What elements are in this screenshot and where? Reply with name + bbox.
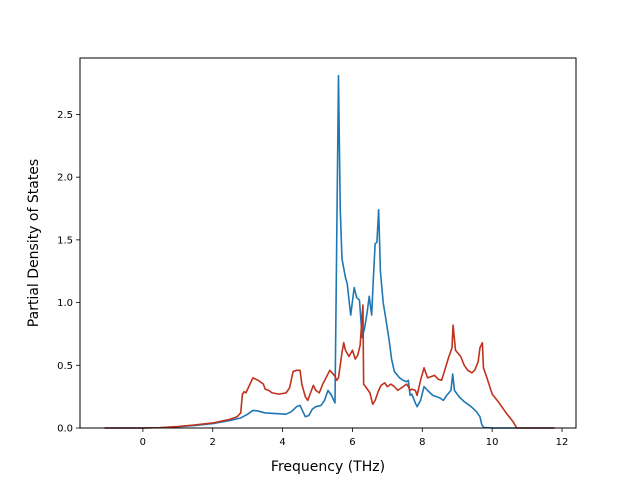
x-tick-label: 12 <box>556 437 569 448</box>
y-tick-label: 2.0 <box>57 173 73 184</box>
x-tick-label: 4 <box>279 437 285 448</box>
y-tick-label: 1.5 <box>57 235 73 246</box>
plot-frame <box>79 57 577 429</box>
y-tick-label: 0.5 <box>57 361 73 372</box>
x-tick-label: 0 <box>140 437 146 448</box>
x-tick-label: 2 <box>210 437 216 448</box>
y-axis-label: Partial Density of States <box>26 159 42 327</box>
y-tick-label: 0.0 <box>57 424 73 435</box>
x-axis-label: Frequency (THz) <box>271 459 385 475</box>
y-axis-ticks: 0.0 0.5 1.0 1.5 2.0 2.5 <box>57 110 80 435</box>
x-tick-label: 6 <box>349 437 355 448</box>
series-line-2 <box>104 304 556 429</box>
plot-lines <box>104 74 556 429</box>
y-tick-label: 2.5 <box>57 110 73 121</box>
x-axis-ticks: 0 2 4 6 8 10 12 <box>140 428 569 448</box>
series-line-1 <box>104 74 554 429</box>
y-tick-label: 1.0 <box>57 298 73 309</box>
x-tick-label: 10 <box>486 437 499 448</box>
x-tick-label: 8 <box>419 437 425 448</box>
